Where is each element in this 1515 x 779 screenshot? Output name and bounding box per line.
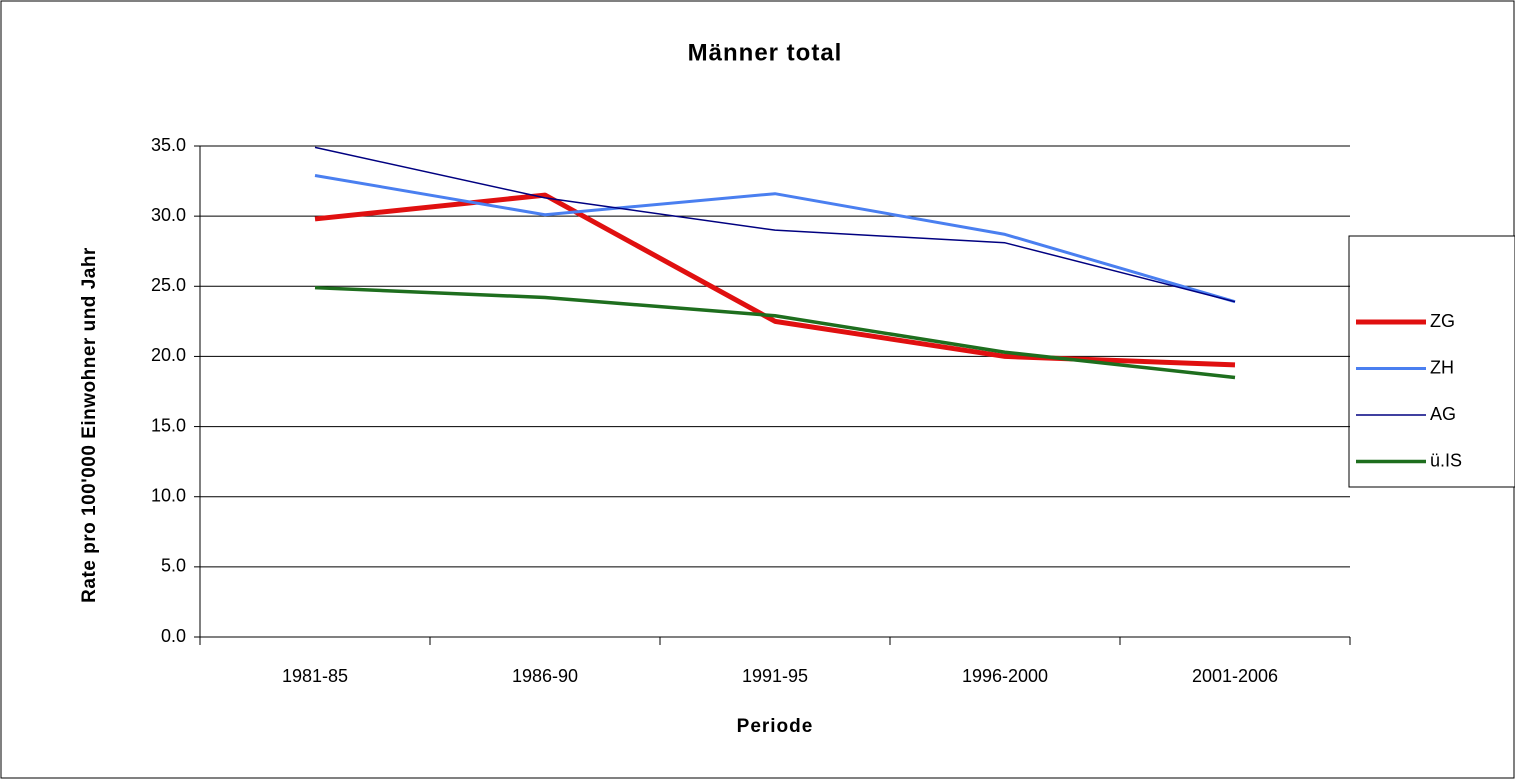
- legend-label: ZH: [1430, 357, 1454, 377]
- y-tick-label: 0.0: [161, 626, 186, 646]
- legend-label: AG: [1430, 404, 1456, 424]
- y-tick-label: 20.0: [151, 345, 186, 365]
- legend-label: ZG: [1430, 311, 1455, 331]
- series-line: [314, 285, 1236, 380]
- legend-label: ü.IS: [1430, 450, 1462, 470]
- y-tick-label: 5.0: [161, 556, 186, 576]
- legend-box: [1348, 235, 1515, 488]
- y-axis-label: Rate pro 100'000 Einwohner und Jahr: [79, 247, 100, 603]
- series-line: [314, 173, 1236, 304]
- y-tick-label: 10.0: [151, 485, 186, 505]
- chart-title: Männer total: [688, 39, 843, 66]
- x-tick-label: 1981-85: [282, 666, 348, 686]
- x-tick-label: 1996-2000: [962, 666, 1048, 686]
- x-axis-label: Periode: [737, 716, 814, 737]
- series-line: [314, 146, 1236, 303]
- y-tick-label: 25.0: [151, 275, 186, 295]
- y-tick-label: 15.0: [151, 415, 186, 435]
- x-tick-label: 1991-95: [742, 666, 808, 686]
- x-tick-label: 1986-90: [512, 666, 578, 686]
- x-tick-label: 2001-2006: [1192, 666, 1278, 686]
- y-tick-label: 35.0: [151, 135, 186, 155]
- y-tick-label: 30.0: [151, 205, 186, 225]
